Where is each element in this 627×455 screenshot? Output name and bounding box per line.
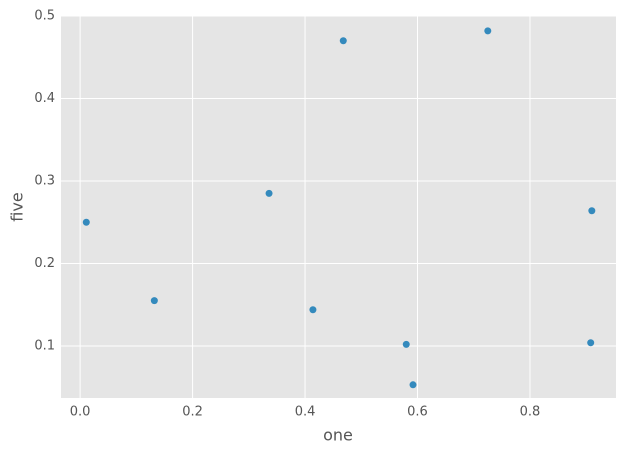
x-tick-label: 0.6	[407, 405, 428, 420]
plot-area	[61, 16, 616, 398]
x-tick-label: 0.0	[70, 405, 91, 420]
point	[309, 306, 317, 314]
x-tick-label: 0.8	[520, 405, 541, 420]
y-tick-label: 0.5	[34, 9, 55, 24]
point	[484, 27, 492, 35]
point	[339, 37, 347, 45]
point	[587, 339, 595, 347]
y-tick-label: 0.4	[34, 91, 55, 106]
point	[82, 218, 90, 226]
x-tick-label: 0.2	[182, 405, 203, 420]
point	[409, 381, 417, 389]
point	[150, 297, 158, 305]
y-axis-label: five	[8, 192, 27, 221]
y-tick-label: 0.1	[34, 339, 55, 354]
x-axis-label: one	[323, 426, 353, 445]
y-tick-label: 0.3	[34, 174, 55, 189]
x-tick-label: 0.4	[295, 405, 316, 420]
point	[588, 207, 596, 215]
y-tick-label: 0.2	[34, 256, 55, 271]
point	[265, 189, 273, 197]
point	[402, 340, 410, 348]
